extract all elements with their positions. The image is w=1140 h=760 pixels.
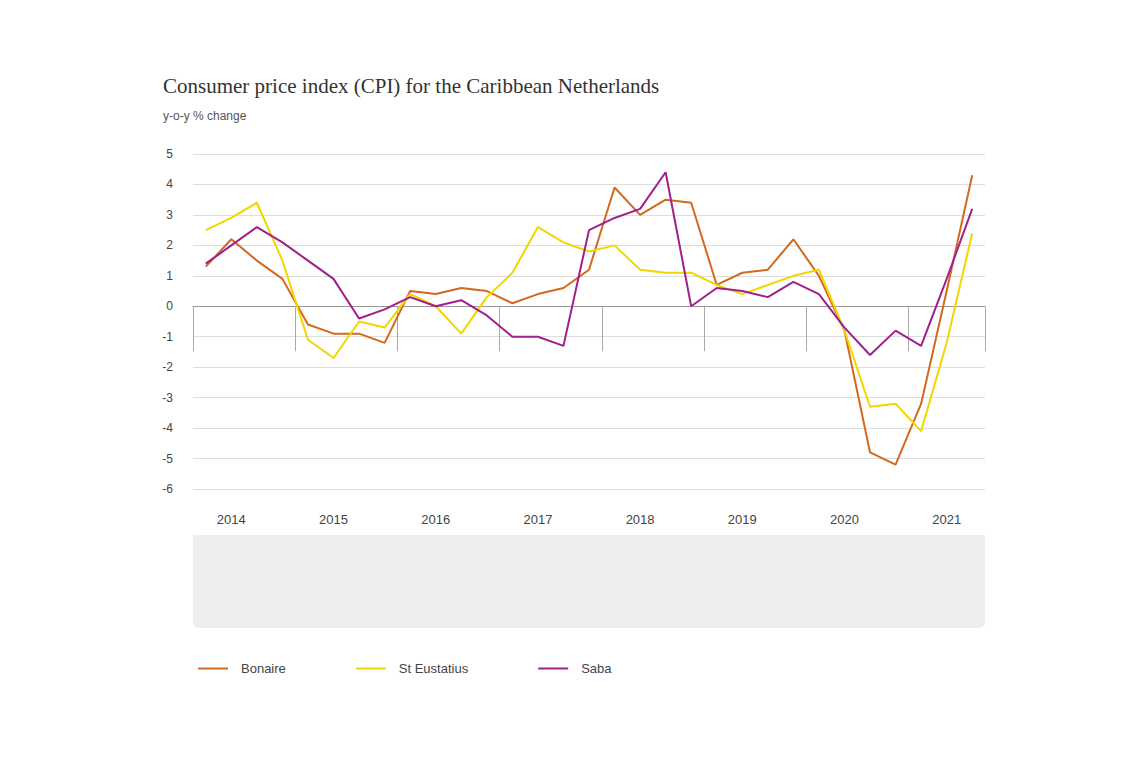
svg-text:Consumer price index (CPI) for: Consumer price index (CPI) for the Carib… [163, 74, 659, 98]
svg-text:2021: 2021 [932, 512, 961, 527]
svg-text:5: 5 [166, 147, 173, 161]
svg-text:-6: -6 [162, 482, 173, 496]
svg-text:-5: -5 [162, 452, 173, 466]
svg-text:St Eustatius: St Eustatius [399, 661, 469, 676]
svg-text:2017: 2017 [523, 512, 552, 527]
svg-text:2: 2 [166, 238, 173, 252]
svg-text:2015: 2015 [319, 512, 348, 527]
svg-text:y-o-y % change: y-o-y % change [163, 109, 247, 123]
svg-text:0: 0 [166, 299, 173, 313]
svg-text:2018: 2018 [626, 512, 655, 527]
svg-text:Saba: Saba [581, 661, 612, 676]
svg-text:2016: 2016 [421, 512, 450, 527]
svg-text:-2: -2 [162, 360, 173, 374]
svg-text:1: 1 [166, 269, 173, 283]
svg-text:3: 3 [166, 208, 173, 222]
svg-text:-1: -1 [162, 330, 173, 344]
svg-text:-3: -3 [162, 391, 173, 405]
svg-text:Bonaire: Bonaire [241, 661, 286, 676]
svg-text:2019: 2019 [728, 512, 757, 527]
svg-text:-4: -4 [162, 421, 173, 435]
svg-text:2020: 2020 [830, 512, 859, 527]
svg-text:2014: 2014 [217, 512, 246, 527]
svg-text:4: 4 [166, 177, 173, 191]
